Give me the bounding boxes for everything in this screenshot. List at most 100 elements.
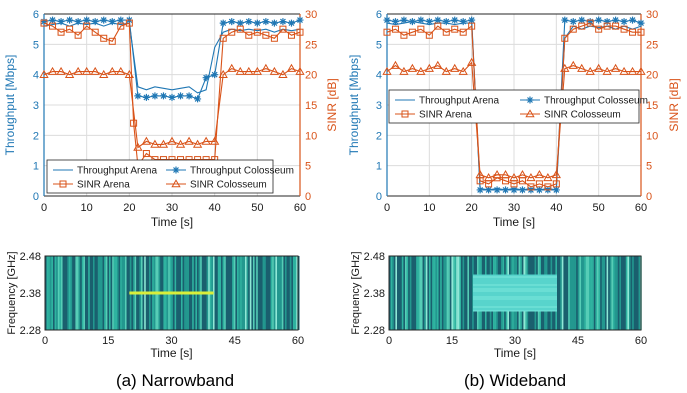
spectrogram-x-tick-label: 15 [446, 335, 458, 347]
spectrogram-bin [283, 256, 286, 330]
spectrogram-bin [632, 256, 634, 330]
narrowband-signal [129, 291, 214, 295]
data-point-triangle [594, 63, 604, 72]
data-point-square [561, 34, 569, 42]
data-point-star [117, 16, 125, 24]
data-point-star [66, 16, 74, 24]
spectrogram-bin [625, 256, 628, 330]
data-point-star [253, 19, 261, 27]
spectrogram-y-tick-label: 2.48 [364, 251, 385, 263]
data-point-star [185, 92, 193, 100]
spectrogram-x-tick-label: 0 [386, 335, 392, 347]
spectrogram-bin [69, 256, 71, 330]
series-throughput-colosseum [383, 16, 645, 194]
data-point-triangle [167, 136, 177, 145]
spectrogram-bin [112, 256, 114, 330]
spectrogram-bin [288, 256, 290, 330]
y-right-tick-label: 10 [305, 130, 317, 142]
spectrogram-bin [600, 256, 602, 330]
series-line [386, 22, 641, 188]
data-point-triangle [184, 136, 194, 145]
spectrogram-bin [86, 256, 89, 330]
spectrogram-bin [403, 256, 406, 330]
data-point-star [442, 18, 450, 26]
spectrogram-bin [213, 256, 215, 330]
data-point-star [245, 18, 253, 26]
data-point-square [108, 37, 116, 45]
spectrogram-bin [461, 256, 463, 330]
data-point-triangle [227, 63, 237, 72]
spectrogram-bin [286, 256, 289, 330]
spectrogram-bin [616, 256, 618, 330]
spectrogram-bin [573, 256, 575, 330]
data-point-square [535, 180, 543, 188]
spectrogram-bin [582, 256, 585, 330]
data-point-star [391, 18, 399, 26]
wideband-texture [473, 290, 557, 292]
spectrogram-bin [89, 256, 92, 330]
data-point-star [485, 186, 493, 194]
spectrogram-bin [462, 256, 465, 330]
data-point-square [287, 31, 295, 39]
spectrogram-bin [257, 256, 260, 330]
spectrogram-bin [107, 256, 110, 330]
data-point-star [91, 18, 99, 26]
data-point-square [270, 34, 278, 42]
spectrogram-bin [93, 256, 95, 330]
data-point-star [417, 16, 425, 24]
data-point-triangle [416, 66, 426, 75]
data-point-star [172, 166, 180, 174]
spectrogram-bin [408, 256, 410, 330]
data-point-triangle [295, 66, 305, 75]
spectrogram-bin [470, 256, 473, 330]
data-point-star [74, 18, 82, 26]
x-tick-label: 0 [41, 202, 47, 214]
spectrogram-bin [125, 256, 127, 330]
y-right-tick-label: 25 [646, 39, 658, 51]
x-tick-label: 0 [384, 202, 390, 214]
spectrogram-bin [577, 256, 580, 330]
panel-caption: (b) Wideband [464, 371, 566, 390]
y-left-tick-label: 3 [33, 100, 39, 112]
spectrogram-bin [105, 256, 108, 330]
spectrogram-bin [265, 256, 268, 330]
spectrogram-bin [393, 256, 396, 330]
series-sinr-colosseum [382, 57, 646, 182]
data-point-triangle [509, 172, 519, 182]
spectrogram-x-tick-label: 30 [509, 335, 521, 347]
data-point-square [527, 183, 535, 191]
data-point-star [262, 18, 270, 26]
data-point-star [451, 16, 459, 24]
data-point-star [595, 16, 603, 24]
data-point-triangle [450, 63, 460, 72]
spectrogram-bin [597, 256, 599, 330]
data-point-square [391, 25, 399, 33]
spectrogram-bin [605, 256, 607, 330]
data-point-triangle [627, 66, 638, 75]
spectrogram-bin [590, 256, 593, 330]
spectrogram-bin [617, 256, 620, 330]
data-point-square [383, 28, 391, 36]
data-point-star [202, 74, 210, 82]
data-point-triangle [492, 169, 502, 179]
spectrogram-bin [233, 256, 236, 330]
spectrogram-bin [262, 256, 265, 330]
data-point-triangle [39, 69, 49, 78]
spectrogram-y-tick-label: 2.28 [364, 325, 385, 337]
series-line [43, 67, 301, 149]
spectrogram-bin [430, 256, 433, 330]
spectrogram-bin [48, 256, 50, 330]
spectrogram-bin [401, 256, 404, 330]
data-point-triangle [619, 66, 629, 75]
legend-label: SINR Colosseum [544, 110, 621, 121]
y-right-tick-label: 20 [646, 70, 658, 82]
data-point-square [296, 28, 304, 36]
spectrogram-bin [584, 256, 586, 330]
spectrogram-bin [280, 256, 282, 330]
spectrogram-bin [467, 256, 470, 330]
spectrogram-bin [449, 256, 452, 330]
spectrogram-bin [413, 256, 415, 330]
spectrogram-bin [75, 256, 78, 330]
spectrogram-bin [624, 256, 626, 330]
y-right-tick-label: 20 [305, 70, 317, 82]
